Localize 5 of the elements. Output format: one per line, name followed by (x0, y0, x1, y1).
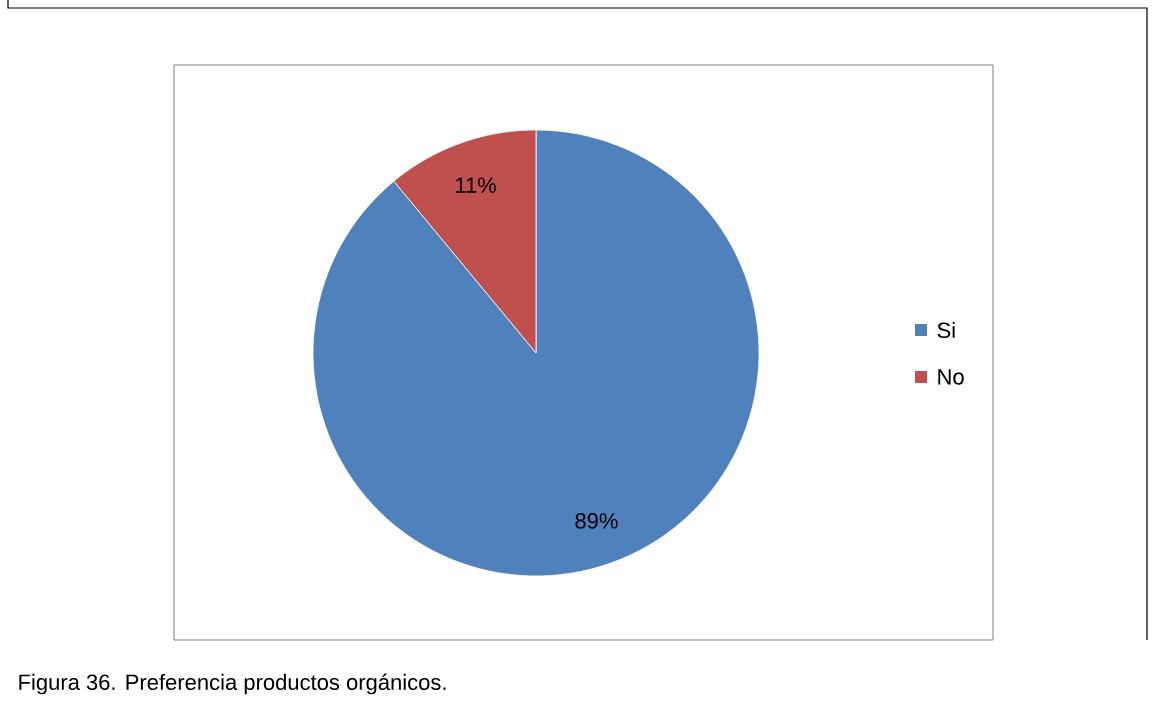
data-label: 89% (575, 513, 618, 529)
legend-label: Si (937, 321, 955, 339)
data-label: 11% (456, 177, 496, 193)
legend-label: No (938, 369, 964, 385)
text: Figura 36. Preferencia productos orgánicos. (19, 673, 446, 695)
